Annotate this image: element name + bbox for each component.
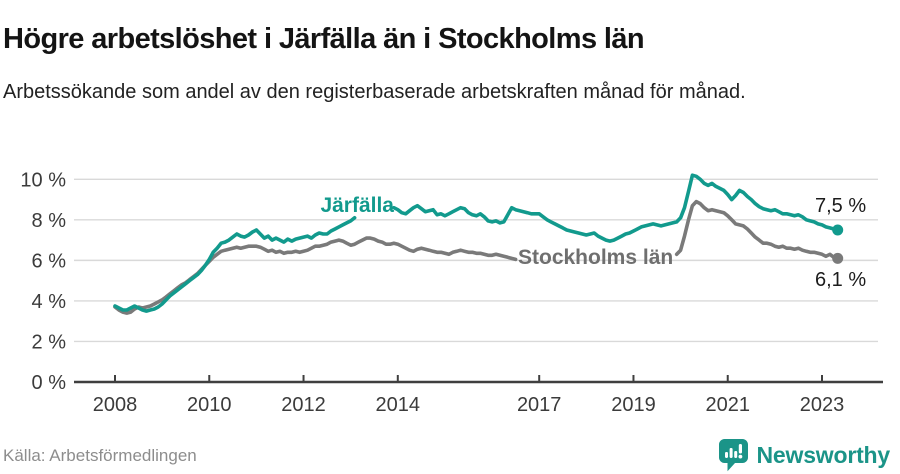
series-label-stockholms-lan: Stockholms län <box>518 246 674 269</box>
speech-bubble-shape <box>718 439 748 472</box>
chart-subtitle: Arbetssökande som andel av den registerb… <box>3 81 746 103</box>
x-axis-tick-label: 2023 <box>800 394 845 416</box>
newsworthy-brand: Newsworthy <box>718 438 890 472</box>
series-line-stockholms-l-n <box>113 236 518 315</box>
newsworthy-logo-icon <box>718 439 748 472</box>
series-line-stockholms-l-n <box>674 199 840 261</box>
series-line-j-rf-lla <box>392 173 840 243</box>
y-axis-tick-label: 4 % <box>32 291 67 313</box>
brand-wordmark: Newsworthy <box>756 441 891 468</box>
series-label-jarfalla: Järfälla <box>320 194 394 217</box>
x-axis-tick-label: 2019 <box>611 394 656 416</box>
end-value-label-stockholms-lan: 6,1 % <box>815 269 867 291</box>
page-title: Högre arbetslöshet i Järfälla än i Stock… <box>3 23 645 56</box>
series-end-dot-j-rf-lla <box>832 224 844 236</box>
y-axis-tick-label: 8 % <box>32 210 67 232</box>
x-axis-tick-label: 2012 <box>281 394 326 416</box>
bar-2 <box>729 448 733 458</box>
end-value-label-jarfalla: 7,5 % <box>815 195 867 217</box>
x-axis-tick-label: 2010 <box>187 394 232 416</box>
y-axis-tick-label: 0 % <box>32 372 67 394</box>
x-axis-tick-label: 2021 <box>705 394 750 416</box>
series-end-dot-stockholms-l-n <box>832 252 844 264</box>
y-axis-tick-label: 2 % <box>32 331 67 353</box>
exclamation-dot <box>738 454 742 459</box>
bar-3 <box>733 451 737 458</box>
x-axis-tick-label: 2014 <box>376 394 421 416</box>
source-attribution: Källa: Arbetsförmedlingen <box>3 446 197 465</box>
series-line-j-rf-lla <box>113 216 357 313</box>
x-axis-tick-label: 2008 <box>93 394 138 416</box>
bar-1 <box>724 452 728 458</box>
exclamation-stem <box>738 444 742 454</box>
y-axis-tick-label: 6 % <box>32 250 67 272</box>
x-axis-tick-label: 2017 <box>517 394 562 416</box>
y-axis-tick-label: 10 % <box>20 169 66 191</box>
